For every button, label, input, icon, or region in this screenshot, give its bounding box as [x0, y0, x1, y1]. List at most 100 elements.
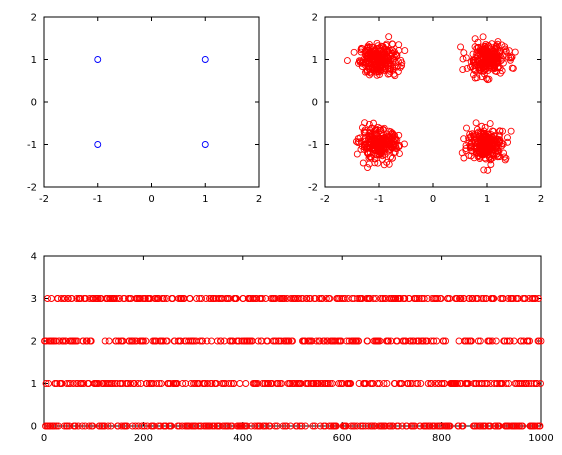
data-point [262, 295, 270, 302]
data-point [77, 295, 85, 302]
data-point [504, 138, 512, 146]
data-point [513, 422, 521, 430]
data-point [85, 422, 93, 430]
x-tick-label: 800 [432, 433, 451, 444]
data-point [101, 422, 109, 430]
data-point [311, 422, 319, 430]
data-point [130, 380, 138, 387]
data-point [480, 139, 488, 147]
data-point [357, 46, 365, 54]
data-point [453, 295, 461, 302]
data-point [492, 422, 500, 430]
data-point [80, 380, 88, 387]
data-point [142, 337, 150, 345]
data-point [433, 337, 441, 345]
data-point [238, 422, 246, 430]
data-point [310, 380, 318, 387]
data-point [155, 295, 163, 302]
data-point [371, 47, 379, 55]
data-point [264, 337, 272, 345]
data-point [396, 142, 404, 149]
data-point [523, 380, 531, 387]
x-tick-label: 400 [233, 433, 252, 444]
data-point [224, 422, 232, 430]
data-point [295, 295, 303, 302]
data-point [387, 153, 395, 161]
data-point [514, 295, 522, 302]
data-point [167, 422, 175, 430]
data-point [521, 295, 529, 302]
data-point [150, 422, 158, 430]
x-tick-label: -1 [93, 194, 103, 205]
data-point [109, 380, 117, 387]
data-point [83, 337, 91, 345]
data-point [141, 295, 149, 302]
data-point [410, 337, 418, 345]
data-point [191, 380, 199, 387]
data-point [383, 380, 391, 387]
data-point [94, 56, 102, 63]
data-point [390, 141, 398, 149]
data-point [279, 422, 287, 430]
data-point [236, 380, 244, 387]
y-tick-label: -2 [27, 183, 37, 194]
data-point [322, 295, 330, 302]
data-point [287, 422, 294, 430]
data-point [81, 422, 89, 430]
data-point [376, 146, 384, 154]
data-point [370, 142, 378, 149]
data-point [274, 380, 282, 387]
data-point [376, 44, 384, 52]
data-point [186, 295, 194, 302]
data-point [156, 422, 164, 430]
data-point [303, 295, 311, 302]
data-point [503, 337, 511, 345]
data-point [393, 337, 401, 345]
data-point [389, 130, 397, 138]
data-point [365, 160, 373, 168]
data-point [341, 295, 349, 302]
y-tick-label: 2 [31, 337, 37, 348]
data-point [433, 422, 441, 430]
data-point [498, 67, 506, 75]
data-point [73, 295, 81, 302]
data-point [154, 422, 162, 430]
data-point [371, 159, 379, 167]
data-point [386, 59, 394, 67]
data-point [327, 422, 335, 430]
data-point [484, 148, 492, 156]
data-point [484, 67, 492, 74]
data-point [384, 47, 392, 54]
data-point [467, 152, 475, 160]
y-tick-label: 3 [31, 294, 37, 305]
data-point [318, 295, 326, 302]
data-point [287, 295, 295, 302]
data-point [500, 149, 508, 157]
data-point [243, 422, 251, 430]
data-point [388, 129, 396, 137]
data-point [424, 380, 432, 387]
data-point [535, 295, 542, 302]
data-point [155, 380, 163, 387]
data-point [354, 139, 362, 147]
data-point [232, 295, 240, 302]
y-tick-label: 2 [312, 13, 318, 24]
data-point [505, 380, 513, 387]
data-point [446, 422, 454, 430]
data-point [374, 123, 382, 131]
data-point [261, 380, 269, 387]
data-point [74, 422, 82, 430]
data-point [437, 295, 445, 302]
data-point [104, 422, 112, 430]
data-point [474, 44, 482, 52]
data-point [466, 140, 474, 148]
data-point [316, 337, 324, 345]
data-point [278, 380, 286, 387]
data-point [408, 380, 416, 387]
data-point [326, 295, 334, 302]
data-point [293, 422, 301, 430]
data-point [326, 380, 334, 387]
data-point [364, 337, 371, 345]
data-point [486, 337, 494, 345]
data-point [146, 295, 154, 302]
